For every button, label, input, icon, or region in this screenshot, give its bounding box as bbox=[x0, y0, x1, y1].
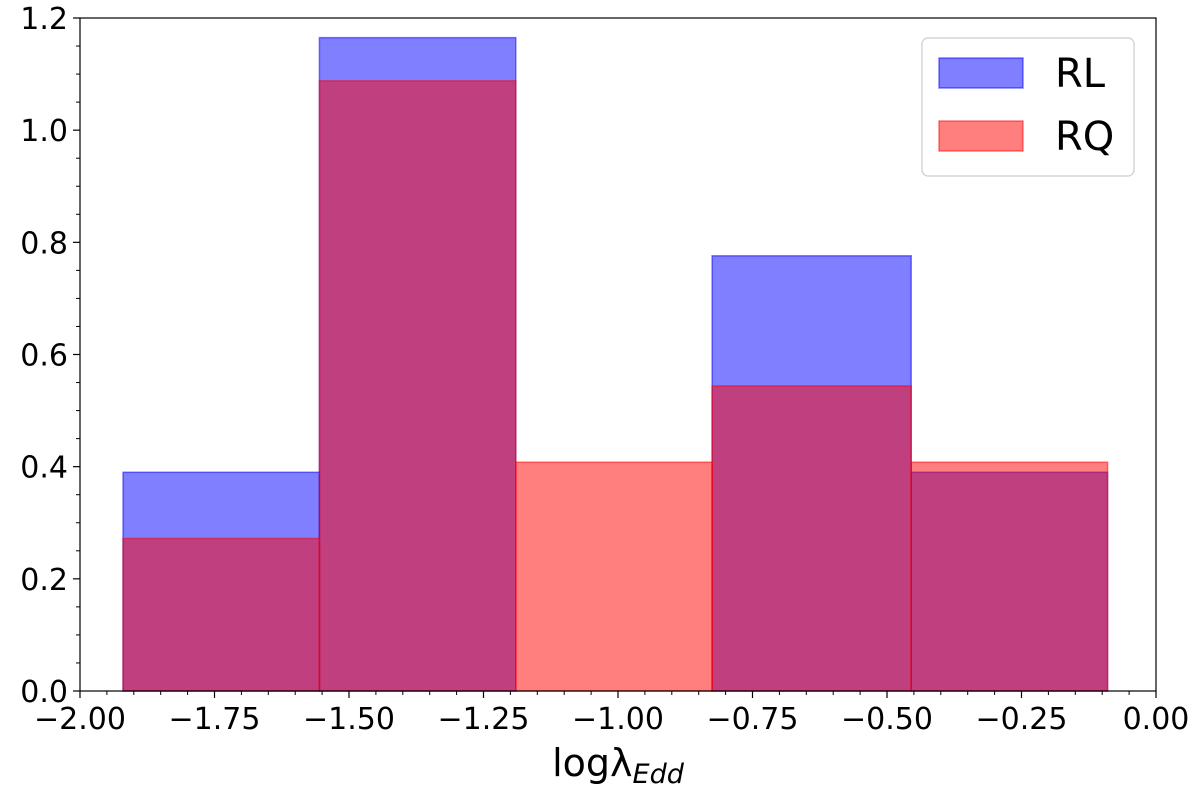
x-tick-label: −0.50 bbox=[841, 702, 933, 737]
legend-swatch-rq bbox=[938, 120, 1024, 152]
y-tick-label: 1.0 bbox=[20, 114, 68, 149]
y-tick-label: 1.2 bbox=[20, 2, 68, 37]
x-tick-label: 0.00 bbox=[1123, 702, 1190, 737]
legend-label-rl: RL bbox=[1055, 51, 1106, 97]
y-tick-label: 0.4 bbox=[20, 451, 68, 486]
x-tick-label: −1.75 bbox=[169, 702, 261, 737]
x-axis-label-main: logλ bbox=[552, 741, 632, 785]
y-tick-label: 0.6 bbox=[20, 339, 68, 374]
x-tick-label: −1.00 bbox=[572, 702, 664, 737]
legend-label-rq: RQ bbox=[1055, 114, 1114, 160]
y-tick-label: 0.0 bbox=[20, 675, 68, 710]
bar-rq-3 bbox=[711, 385, 912, 692]
bar-rq-0 bbox=[122, 537, 321, 692]
legend: RL RQ bbox=[921, 37, 1135, 177]
bar-rq-4 bbox=[910, 461, 1109, 692]
x-tick-label: −2.00 bbox=[34, 702, 126, 737]
bar-rq-1 bbox=[318, 80, 517, 692]
bar-rq-2 bbox=[515, 461, 713, 692]
x-tick-label: −1.50 bbox=[303, 702, 395, 737]
x-axis-label: logλEdd bbox=[552, 741, 685, 790]
bars-layer bbox=[122, 36, 1109, 692]
x-tick-label: −1.25 bbox=[438, 702, 530, 737]
axes-layer: −2.00 −1.75 −1.50 −1.25 −1.00 −0.75 −0.50 −0.25… bbox=[20, 2, 1189, 737]
legend-swatch-rl bbox=[938, 57, 1024, 89]
x-axis-label-subscript: Edd bbox=[633, 759, 685, 790]
x-tick-label: −0.75 bbox=[707, 702, 799, 737]
y-tick-label: 0.8 bbox=[20, 226, 68, 261]
y-tick-label: 0.2 bbox=[20, 563, 68, 598]
x-tick-label: −0.25 bbox=[976, 702, 1068, 737]
